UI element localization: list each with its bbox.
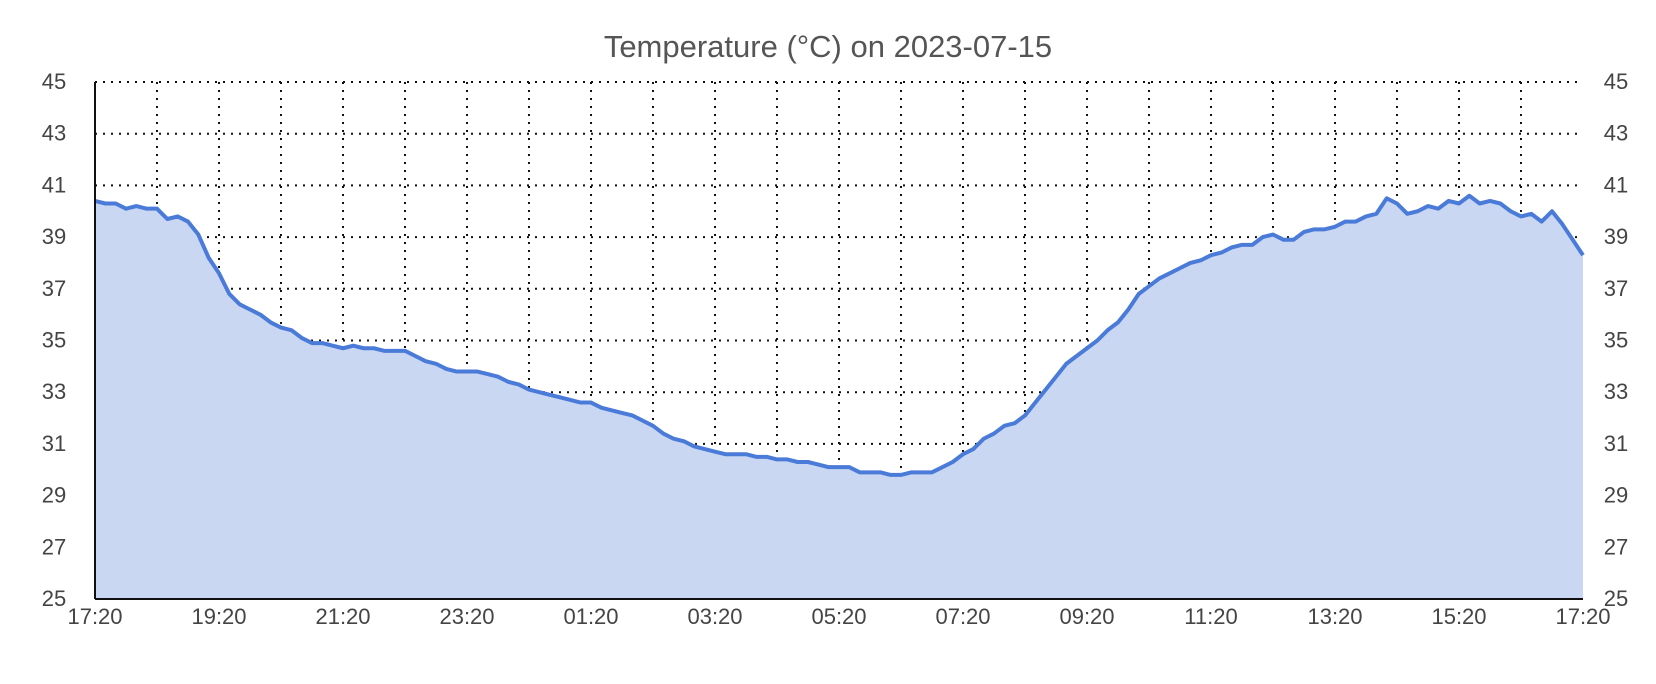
temperature-line (94, 193, 1585, 477)
x-tick-label: 15:20 (1431, 604, 1486, 629)
y-tick-label-left: 39 (42, 224, 66, 249)
y-tick-label-right: 31 (1604, 431, 1628, 456)
chart-title: Temperature (°C) on 2023-07-15 (604, 29, 1052, 64)
y-tick-label-left: 37 (42, 276, 66, 301)
y-tick-label-left: 25 (42, 586, 66, 611)
y-tick-label-right: 27 (1604, 534, 1628, 559)
x-tick-label: 09:20 (1059, 604, 1114, 629)
x-tick-label: 05:20 (811, 604, 866, 629)
x-tick-label: 03:20 (687, 604, 742, 629)
y-tick-label-right: 37 (1604, 276, 1628, 301)
y-tick-label-right: 41 (1604, 172, 1628, 197)
y-tick-label-right: 45 (1604, 69, 1628, 94)
y-tick-label-left: 41 (42, 172, 66, 197)
y-tick-label-right: 35 (1604, 328, 1628, 353)
x-tick-label: 13:20 (1307, 604, 1362, 629)
y-tick-label-left: 29 (42, 483, 66, 508)
x-tick-label: 17:20 (1555, 604, 1610, 629)
y-tick-label-left: 35 (42, 328, 66, 353)
x-tick-label: 01:20 (563, 604, 618, 629)
y-tick-label-right: 25 (1604, 586, 1628, 611)
y-tick-label-left: 27 (42, 534, 66, 559)
x-tick-label: 21:20 (315, 604, 370, 629)
y-tick-label-right: 29 (1604, 483, 1628, 508)
x-tick-label: 23:20 (439, 604, 494, 629)
y-tick-label-right: 39 (1604, 224, 1628, 249)
y-tick-label-left: 33 (42, 379, 66, 404)
x-tick-label: 07:20 (935, 604, 990, 629)
x-tick-label: 11:20 (1184, 604, 1237, 629)
y-tick-label-left: 43 (42, 121, 66, 146)
tick-labels: 25 25 27 27 29 29 31 31 33 33 35 35 37 37 39 39 41 41 43 43… (42, 69, 1628, 629)
axes (94, 82, 1583, 600)
x-tick-label: 19:20 (191, 604, 246, 629)
x-tick-label: 17:20 (67, 604, 122, 629)
y-tick-label-right: 43 (1604, 121, 1628, 146)
y-tick-label-left: 45 (42, 69, 66, 94)
y-tick-label-right: 33 (1604, 379, 1628, 404)
temperature-area-fill (95, 195, 1583, 600)
y-tick-label-left: 31 (42, 431, 66, 456)
